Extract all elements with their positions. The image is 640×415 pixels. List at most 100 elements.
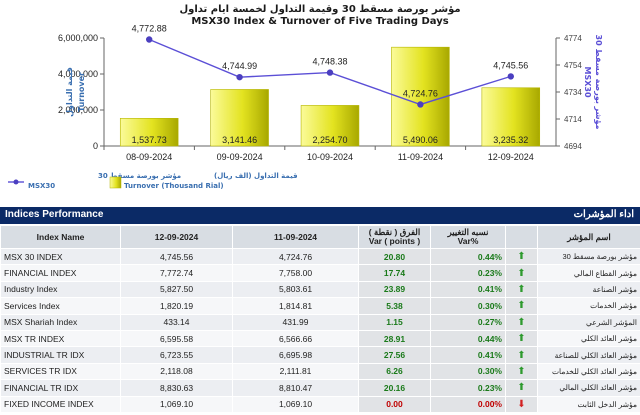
- value-previous-cell: 1,069.10: [232, 395, 359, 413]
- x-tick-label: 12-09-2024: [488, 152, 534, 162]
- col-header-d1: 12-09-2024: [120, 225, 233, 249]
- turnover-bar: [119, 118, 179, 147]
- msx30-point: [146, 36, 153, 43]
- col-header-var-ar: الفرق ( نقطة ): [368, 227, 421, 237]
- col-header-pct-ar: نسبه التغيير: [447, 227, 489, 237]
- index-name-ar-cell: مؤشر العائد الكلي للخدمات: [537, 362, 640, 381]
- chart-title: MSX30 Index & Turnover of Five Trading D…: [191, 16, 448, 27]
- legend-line-marker: [13, 179, 19, 185]
- y2-tick-label: 4734: [564, 88, 582, 97]
- value-previous-cell: 6,695.98: [232, 346, 359, 364]
- bar-value-label: 5,490.06: [403, 135, 438, 145]
- variation-points-cell: 0.00: [358, 395, 431, 413]
- bar-value-label: 2,254.70: [312, 135, 347, 145]
- index-name-ar-cell: المؤشر الشرعي: [537, 313, 640, 331]
- variation-points-cell: 5.38: [358, 297, 431, 315]
- arrow-up-icon: ⬆: [505, 264, 538, 282]
- section-title: Indices Performance: [5, 209, 104, 220]
- msx30-point: [507, 73, 514, 80]
- legend-line-label: MSX30: [28, 182, 55, 190]
- msx30-point: [417, 101, 424, 108]
- arrow-up-icon: ⬆: [505, 362, 538, 381]
- bar-value-label: 1,537.73: [132, 135, 167, 145]
- y2-axis-title-ar: مؤشر بورصة مسقط 30: [594, 35, 603, 130]
- legend-bar-swatch: [109, 176, 122, 189]
- variation-percent-cell: 0.23%: [430, 264, 506, 282]
- value-previous-cell: 431.99: [232, 313, 359, 331]
- variation-points-cell: 1.15: [358, 313, 431, 331]
- indices-performance-section: Indices Performance اداء المؤشرات Index …: [0, 207, 640, 415]
- arrow-down-icon: ⬇: [505, 395, 538, 413]
- arrow-up-icon: ⬆: [505, 313, 538, 331]
- msx30-chart: مؤشر بورصة مسقط 30 وقيمة التداول لخمسة ا…: [0, 0, 640, 205]
- bar-value-label: 3,235.32: [493, 135, 528, 145]
- y-tick-label: 2,000,000: [58, 105, 98, 115]
- y2-tick-label: 4714: [564, 115, 582, 124]
- line-value-label: 4,744.99: [222, 61, 257, 71]
- table-row: Services Index 1,820.19 1,814.81 5.38 0.30% ⬆…: [0, 297, 640, 315]
- variation-percent-cell: 0.41%: [430, 280, 506, 299]
- variation-percent-cell: 0.23%: [430, 379, 506, 397]
- bar-value-label: 3,141.46: [222, 135, 257, 145]
- legend-bar-label-ar: قيمة التداول (الف ريال): [214, 172, 298, 180]
- y-tick-label: 0: [93, 141, 98, 151]
- value-current-cell: 8,830.63: [120, 379, 233, 397]
- variation-points-cell: 20.80: [358, 247, 431, 266]
- variation-percent-cell: 0.41%: [430, 346, 506, 364]
- value-current-cell: 4,745.56: [120, 247, 233, 266]
- y2-axis-title: MSX30: [583, 66, 592, 97]
- value-current-cell: 5,827.50: [120, 280, 233, 299]
- variation-points-cell: 17.74: [358, 264, 431, 282]
- index-name-ar-cell: مؤشر الخدمات: [537, 297, 640, 315]
- section-title-ar: اداء المؤشرات: [573, 209, 634, 220]
- index-name-cell: SERVICES TR IDX: [0, 362, 121, 381]
- table-row: INDUSTRIAL TR IDX 6,723.55 6,695.98 27.56 0.…: [0, 346, 640, 364]
- index-name-cell: FINANCIAL INDEX: [0, 264, 121, 282]
- col-header-pct: نسبه التغيير Var%: [430, 225, 506, 249]
- y-axis-title-ar: قيمة التداول: [65, 67, 74, 117]
- x-tick-label: 08-09-2024: [126, 152, 172, 162]
- section-header-bar: Indices Performance اداء المؤشرات: [0, 207, 640, 224]
- turnover-bar: [391, 46, 450, 147]
- chart-title-ar: مؤشر بورصة مسقط 30 وقيمة التداول لخمسة ا…: [179, 4, 460, 15]
- index-name-ar-cell: مؤشر العائد الكلي للصناعة: [537, 346, 640, 364]
- col-header-var-en: Var ( points ): [368, 236, 421, 246]
- table-row: SERVICES TR IDX 2,118.08 2,111.81 6.26 0.30%…: [0, 362, 640, 381]
- value-current-cell: 433.14: [120, 313, 233, 331]
- index-name-cell: MSX 30 INDEX: [0, 247, 121, 266]
- variation-points-cell: 23.89: [358, 280, 431, 299]
- index-name-cell: INDUSTRIAL TR IDX: [0, 346, 121, 364]
- value-current-cell: 7,772.74: [120, 264, 233, 282]
- value-previous-cell: 7,758.00: [232, 264, 359, 282]
- value-current-cell: 6,723.55: [120, 346, 233, 364]
- variation-percent-cell: 0.00%: [430, 395, 506, 413]
- y2-tick-label: 4774: [564, 34, 582, 43]
- value-previous-cell: 8,810.47: [232, 379, 359, 397]
- msx30-point: [326, 69, 334, 76]
- arrow-up-icon: ⬆: [505, 297, 538, 315]
- line-value-label: 4,772.88: [132, 24, 167, 34]
- value-previous-cell: 2,111.81: [232, 362, 359, 381]
- value-previous-cell: 1,814.81: [232, 297, 359, 315]
- index-name-cell: Industry Index: [0, 280, 121, 299]
- msx30-point: [236, 73, 243, 81]
- variation-points-cell: 6.26: [358, 362, 431, 381]
- line-value-label: 4,724.76: [403, 88, 438, 98]
- y-tick-label: 6,000,000: [58, 33, 98, 43]
- x-tick-label: 10-09-2024: [307, 152, 353, 162]
- index-name-cell: MSX TR INDEX: [0, 329, 121, 348]
- table-header-row: Index Name 12-09-2024 11-09-2024 الفرق (…: [0, 225, 640, 249]
- index-name-ar-cell: مؤشر العائد الكلي: [537, 329, 640, 348]
- legend-bar-label: Turnover (Thousand Rial): [124, 182, 224, 190]
- col-header-var: الفرق ( نقطة ) Var ( points ): [358, 225, 431, 249]
- value-current-cell: 1,820.19: [120, 297, 233, 315]
- legend-line-label-ar: مؤشر بورصة مسقط 30: [98, 172, 181, 180]
- col-header-pct-en: Var%: [457, 236, 479, 246]
- table-row: MSX Shariah Index 433.14 431.99 1.15 0.27% ⬆ ا…: [0, 313, 640, 331]
- table-row: FINANCIAL TR IDX 8,830.63 8,810.47 20.16 0.2…: [0, 379, 640, 397]
- arrow-up-icon: ⬆: [505, 280, 538, 299]
- arrow-up-icon: ⬆: [505, 346, 538, 364]
- col-header-name-ar: اسم المؤشر: [537, 225, 640, 249]
- variation-percent-cell: 0.30%: [430, 362, 506, 381]
- value-current-cell: 6,595.58: [120, 329, 233, 348]
